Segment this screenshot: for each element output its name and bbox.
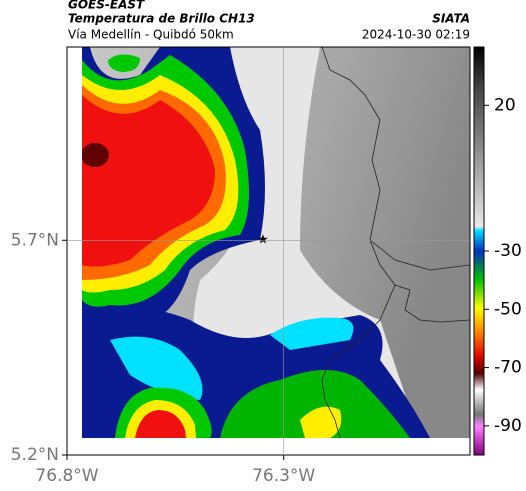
subtitle: Vía Medellín - Quibdó 50km <box>68 28 234 42</box>
x-tick-label: 76.3°W <box>252 466 315 486</box>
colorbar-tick-label: -70 <box>494 358 522 378</box>
colorbar-tick-label: 20 <box>494 95 516 115</box>
colorbar-tick-label: -50 <box>494 299 522 319</box>
title: Temperatura de Brillo CH13 <box>68 12 255 26</box>
map-frame <box>66 46 471 456</box>
brand: SIATA <box>432 12 470 26</box>
satellite-image: ★ <box>82 47 470 438</box>
colorbar <box>473 46 485 456</box>
y-tick-label: 5.7°N <box>11 230 59 250</box>
source: GOES-EAST <box>68 0 145 12</box>
timestamp: 2024-10-30 02:19 <box>362 28 470 42</box>
y-tick-label: 5.2°N <box>11 445 59 465</box>
colorbar-tick-label: -30 <box>494 241 522 261</box>
x-tick-label: 76.8°W <box>35 466 98 486</box>
colorbar-tick-label: -90 <box>494 416 522 436</box>
